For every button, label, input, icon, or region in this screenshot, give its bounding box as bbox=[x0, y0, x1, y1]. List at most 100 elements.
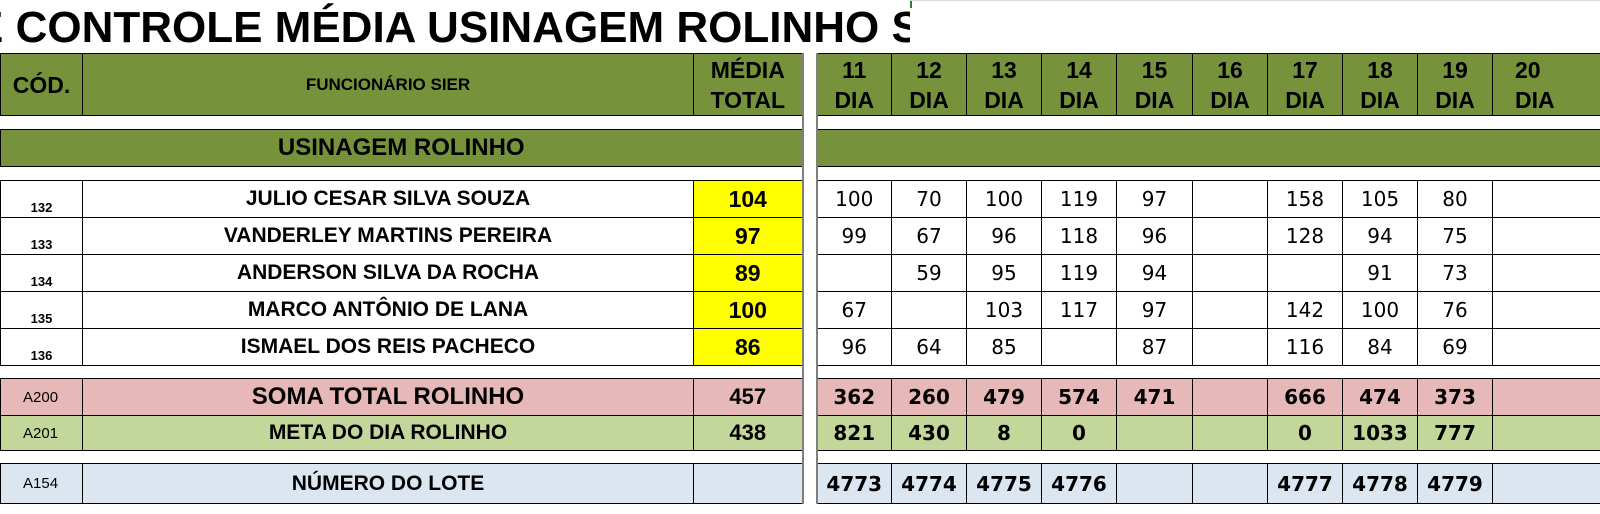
day-value[interactable]: 73 bbox=[1417, 254, 1493, 292]
header-day[interactable]: 17 DIA bbox=[1267, 53, 1343, 116]
day-value[interactable] bbox=[1192, 291, 1268, 329]
soma-day[interactable]: 362 bbox=[816, 378, 892, 416]
meta-name[interactable]: META DO DIA ROLINHO bbox=[82, 415, 694, 451]
meta-day[interactable] bbox=[1492, 415, 1600, 451]
lote-media[interactable] bbox=[693, 463, 803, 504]
day-value[interactable] bbox=[1492, 328, 1600, 366]
day-value[interactable]: 87 bbox=[1116, 328, 1193, 366]
day-value[interactable]: 84 bbox=[1342, 328, 1418, 366]
lote-day[interactable] bbox=[1192, 463, 1268, 504]
soma-day[interactable]: 666 bbox=[1267, 378, 1343, 416]
day-value[interactable]: 76 bbox=[1417, 291, 1493, 329]
day-value[interactable]: 99 bbox=[816, 217, 892, 255]
day-value[interactable]: 117 bbox=[1041, 291, 1117, 329]
header-day[interactable]: 18 DIA bbox=[1342, 53, 1418, 116]
day-value[interactable]: 119 bbox=[1041, 180, 1117, 218]
day-value[interactable]: 96 bbox=[816, 328, 892, 366]
meta-day[interactable]: 8 bbox=[966, 415, 1042, 451]
lote-day[interactable]: 4775 bbox=[966, 463, 1042, 504]
day-value[interactable]: 64 bbox=[891, 328, 967, 366]
header-day[interactable]: 13 DIA bbox=[966, 53, 1042, 116]
meta-day[interactable]: 430 bbox=[891, 415, 967, 451]
lote-day[interactable] bbox=[1492, 463, 1600, 504]
lote-day[interactable]: 4774 bbox=[891, 463, 967, 504]
day-value[interactable]: 70 bbox=[891, 180, 967, 218]
employee-name[interactable]: ANDERSON SILVA DA ROCHA bbox=[82, 254, 694, 292]
day-value[interactable]: 75 bbox=[1417, 217, 1493, 255]
soma-day[interactable] bbox=[1192, 378, 1268, 416]
day-value[interactable] bbox=[1192, 254, 1268, 292]
header-day[interactable]: 12 DIA bbox=[891, 53, 967, 116]
soma-day[interactable]: 471 bbox=[1116, 378, 1193, 416]
day-value[interactable]: 97 bbox=[1116, 291, 1193, 329]
header-funcionario[interactable]: FUNCIONÁRIO SIER bbox=[82, 53, 694, 116]
day-value[interactable]: 80 bbox=[1417, 180, 1493, 218]
employee-code[interactable]: 135 bbox=[0, 291, 83, 329]
day-value[interactable]: 118 bbox=[1041, 217, 1117, 255]
day-value[interactable]: 158 bbox=[1267, 180, 1343, 218]
soma-day[interactable]: 260 bbox=[891, 378, 967, 416]
day-value[interactable] bbox=[1492, 217, 1600, 255]
day-value[interactable] bbox=[1492, 291, 1600, 329]
employee-code[interactable]: 132 bbox=[0, 180, 83, 218]
section-title[interactable]: USINAGEM ROLINHO bbox=[0, 129, 803, 167]
lote-day[interactable]: 4779 bbox=[1417, 463, 1493, 504]
soma-name[interactable]: SOMA TOTAL ROLINHO bbox=[82, 378, 694, 416]
day-value[interactable] bbox=[1492, 254, 1600, 292]
day-value[interactable]: 67 bbox=[891, 217, 967, 255]
header-cod[interactable]: CÓD. bbox=[0, 53, 83, 116]
meta-day[interactable]: 1033 bbox=[1342, 415, 1418, 451]
meta-day[interactable]: 821 bbox=[816, 415, 892, 451]
header-media-total[interactable]: MÉDIA TOTAL bbox=[693, 53, 803, 116]
section-fill[interactable] bbox=[816, 129, 1600, 167]
employee-media[interactable]: 100 bbox=[693, 291, 803, 329]
day-value[interactable] bbox=[1192, 180, 1268, 218]
day-value[interactable]: 100 bbox=[816, 180, 892, 218]
meta-media[interactable]: 438 bbox=[693, 415, 803, 451]
meta-code[interactable]: A201 bbox=[0, 415, 83, 451]
day-value[interactable]: 100 bbox=[966, 180, 1042, 218]
meta-day[interactable]: 777 bbox=[1417, 415, 1493, 451]
day-value[interactable]: 119 bbox=[1041, 254, 1117, 292]
day-value[interactable]: 103 bbox=[966, 291, 1042, 329]
employee-media[interactable]: 89 bbox=[693, 254, 803, 292]
lote-day[interactable]: 4778 bbox=[1342, 463, 1418, 504]
day-value[interactable]: 97 bbox=[1116, 180, 1193, 218]
day-value[interactable]: 96 bbox=[966, 217, 1042, 255]
soma-media[interactable]: 457 bbox=[693, 378, 803, 416]
meta-day[interactable] bbox=[1116, 415, 1193, 451]
soma-day[interactable]: 574 bbox=[1041, 378, 1117, 416]
employee-name[interactable]: VANDERLEY MARTINS PEREIRA bbox=[82, 217, 694, 255]
meta-day[interactable]: 0 bbox=[1041, 415, 1117, 451]
lote-day[interactable]: 4777 bbox=[1267, 463, 1343, 504]
day-value[interactable]: 59 bbox=[891, 254, 967, 292]
day-value[interactable] bbox=[1192, 217, 1268, 255]
employee-name[interactable]: ISMAEL DOS REIS PACHECO bbox=[82, 328, 694, 366]
day-value[interactable]: 85 bbox=[966, 328, 1042, 366]
day-value[interactable] bbox=[1267, 254, 1343, 292]
day-value[interactable]: 94 bbox=[1116, 254, 1193, 292]
day-value[interactable] bbox=[891, 291, 967, 329]
day-value[interactable]: 96 bbox=[1116, 217, 1193, 255]
header-day[interactable]: 20 DIA bbox=[1492, 53, 1600, 116]
lote-day[interactable]: 4776 bbox=[1041, 463, 1117, 504]
meta-day[interactable]: 0 bbox=[1267, 415, 1343, 451]
header-day[interactable]: 11 DIA bbox=[816, 53, 892, 116]
soma-day[interactable]: 479 bbox=[966, 378, 1042, 416]
meta-day[interactable] bbox=[1192, 415, 1268, 451]
day-value[interactable]: 105 bbox=[1342, 180, 1418, 218]
employee-name[interactable]: MARCO ANTÔNIO DE LANA bbox=[82, 291, 694, 329]
header-day[interactable]: 15 DIA bbox=[1116, 53, 1193, 116]
employee-name[interactable]: JULIO CESAR SILVA SOUZA bbox=[82, 180, 694, 218]
employee-media[interactable]: 97 bbox=[693, 217, 803, 255]
header-day[interactable]: 16 DIA bbox=[1192, 53, 1268, 116]
day-value[interactable]: 94 bbox=[1342, 217, 1418, 255]
day-value[interactable] bbox=[816, 254, 892, 292]
employee-media[interactable]: 104 bbox=[693, 180, 803, 218]
lote-name[interactable]: NÚMERO DO LOTE bbox=[82, 463, 694, 504]
day-value[interactable] bbox=[1041, 328, 1117, 366]
soma-day[interactable]: 474 bbox=[1342, 378, 1418, 416]
day-value[interactable]: 91 bbox=[1342, 254, 1418, 292]
day-value[interactable]: 116 bbox=[1267, 328, 1343, 366]
employee-media[interactable]: 86 bbox=[693, 328, 803, 366]
